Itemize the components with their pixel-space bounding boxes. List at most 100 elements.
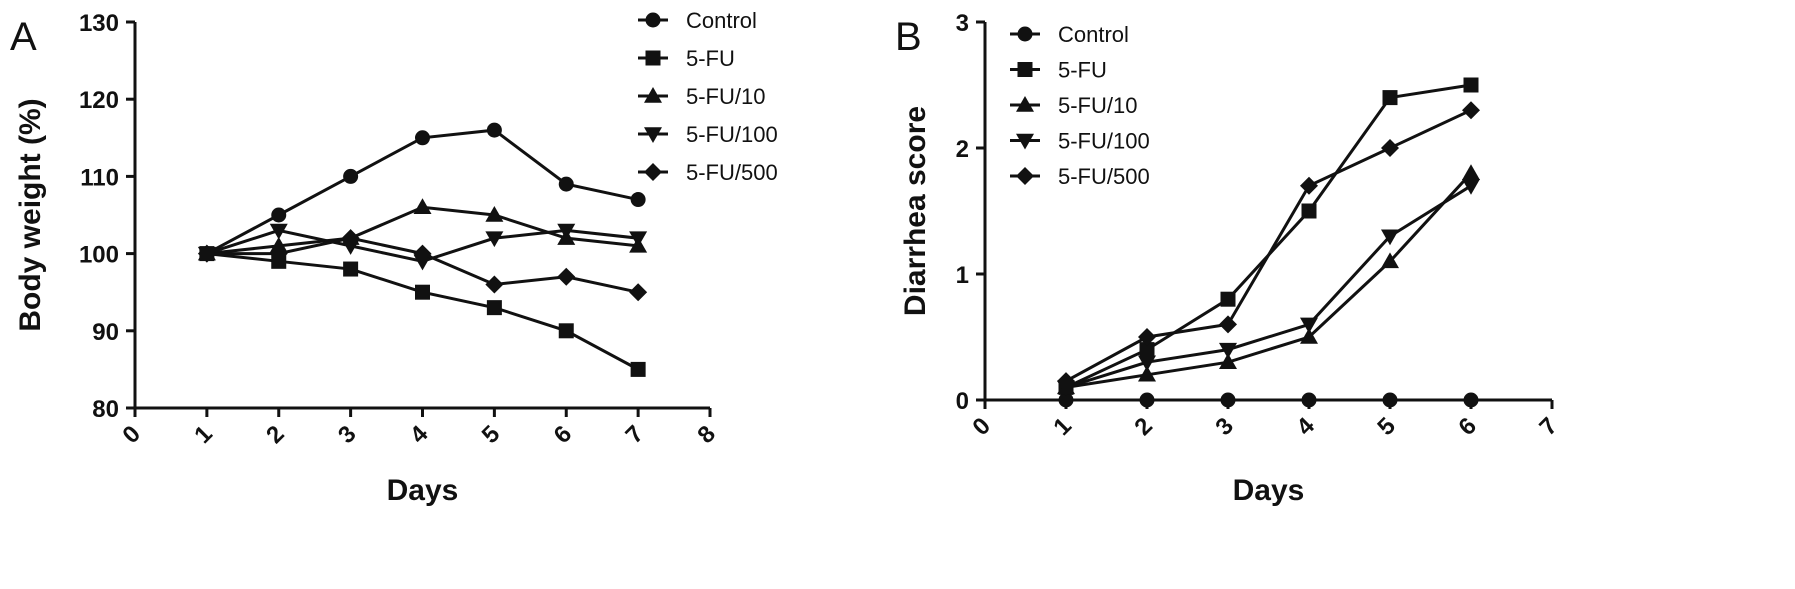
series-line — [206, 252, 639, 371]
x-tick-label: 3 — [1210, 412, 1239, 441]
y-tick-label: 2 — [956, 136, 969, 163]
legend-item: 5-FU/500 — [1010, 164, 1150, 189]
x-tick-label: 0 — [967, 412, 996, 441]
legend-marker — [1016, 96, 1034, 112]
legend-marker — [644, 163, 662, 181]
legend-marker — [644, 127, 662, 143]
data-point — [1300, 317, 1318, 334]
legend-label: 5-FU/100 — [1058, 129, 1150, 154]
series-5-fu-100 — [1057, 179, 1480, 397]
legend-item: Control — [638, 8, 757, 33]
legend-item: Control — [1010, 22, 1129, 47]
data-point — [1463, 392, 1479, 408]
data-point — [486, 300, 502, 316]
legend-item: 5-FU/10 — [638, 84, 765, 109]
x-tick-label: 0 — [117, 420, 146, 449]
series-line — [206, 128, 639, 255]
x-tick-label: 7 — [621, 420, 650, 449]
legend-marker — [645, 12, 661, 28]
data-point — [1462, 101, 1480, 120]
data-point — [269, 223, 288, 240]
x-tick-label: 1 — [189, 420, 218, 449]
y-tick-label: 90 — [92, 319, 119, 346]
x-tick-label: 7 — [1534, 412, 1563, 441]
data-point — [1219, 315, 1237, 334]
data-point — [1301, 203, 1317, 219]
data-point — [415, 284, 430, 300]
data-point — [269, 244, 288, 263]
data-point — [271, 207, 287, 223]
data-point — [1138, 355, 1156, 372]
data-point — [1300, 328, 1318, 344]
series-line — [1065, 108, 1472, 383]
x-tick-label: 5 — [477, 420, 506, 449]
data-point — [197, 244, 216, 263]
data-point — [557, 267, 576, 286]
data-point — [485, 206, 504, 222]
data-point — [557, 223, 576, 240]
x-tick-label: 2 — [1129, 412, 1158, 441]
legend-item: 5-FU/10 — [1010, 93, 1137, 118]
legend-item: 5-FU/100 — [638, 122, 778, 147]
x-tick-label: 2 — [261, 420, 290, 449]
data-point — [1381, 229, 1399, 246]
legend-label: 5-FU/500 — [1058, 164, 1150, 189]
data-point — [415, 130, 430, 146]
data-point — [1381, 139, 1399, 157]
legend-label: 5-FU — [686, 46, 735, 71]
series-5-fu-500 — [197, 229, 648, 302]
series-5-fu-500 — [1057, 101, 1480, 391]
data-point — [558, 176, 574, 192]
data-point — [485, 231, 504, 248]
legend-marker — [1016, 133, 1034, 150]
y-tick-label: 100 — [79, 242, 119, 269]
data-point — [1139, 342, 1155, 358]
series-line — [1065, 172, 1473, 389]
legend-label: 5-FU/10 — [1058, 93, 1137, 118]
y-axis-title: Diarrhea score — [899, 106, 932, 316]
data-point — [1138, 365, 1156, 382]
data-point — [1301, 392, 1317, 408]
legend-label: 5-FU/10 — [686, 84, 765, 109]
legend-item: 5-FU — [1010, 58, 1107, 83]
data-point — [1057, 372, 1075, 391]
data-point — [341, 229, 360, 248]
series-control — [1058, 392, 1479, 408]
panel-a: A 80 90 100 110 120 130 0 1 2 3 4 5 6 7 8 Days Body weigh… — [10, 8, 778, 507]
data-point — [413, 244, 432, 263]
series-line — [1065, 184, 1472, 389]
data-point — [1462, 179, 1480, 195]
x-tick-label: 4 — [1291, 412, 1320, 441]
x-tick-label: 8 — [692, 420, 721, 449]
legend-marker — [1016, 167, 1034, 185]
legend-marker — [645, 50, 661, 66]
legend-marker — [644, 87, 662, 103]
data-point — [630, 361, 646, 377]
data-point — [1220, 291, 1236, 307]
data-point — [1463, 77, 1479, 93]
legend-item: 5-FU — [638, 46, 735, 71]
y-tick-label: 130 — [79, 10, 119, 37]
legend-item: 5-FU/100 — [1010, 129, 1150, 154]
data-point — [1219, 342, 1237, 359]
y-axis-title: Body weight (%) — [14, 98, 47, 331]
x-tick-label: 6 — [1453, 412, 1482, 441]
data-point — [1300, 176, 1318, 195]
panel-b: B 0 1 2 3 0 1 2 3 4 5 6 7 Days Diarrhea score Control 5-… — [895, 10, 1563, 507]
data-point — [629, 283, 648, 302]
data-point — [1382, 90, 1398, 106]
x-axis-title: Days — [387, 474, 459, 507]
legend-label: 5-FU/500 — [686, 160, 778, 185]
data-point — [486, 122, 502, 138]
data-point — [629, 231, 648, 248]
legend-label: 5-FU/100 — [686, 122, 778, 147]
data-point — [1462, 164, 1480, 180]
data-point — [343, 168, 359, 184]
y-tick-label: 110 — [80, 164, 119, 191]
y-tick-label: 80 — [92, 396, 119, 423]
data-point — [1219, 353, 1237, 369]
data-point — [1138, 328, 1156, 346]
panel-letter: B — [895, 15, 922, 59]
data-point — [558, 323, 574, 339]
